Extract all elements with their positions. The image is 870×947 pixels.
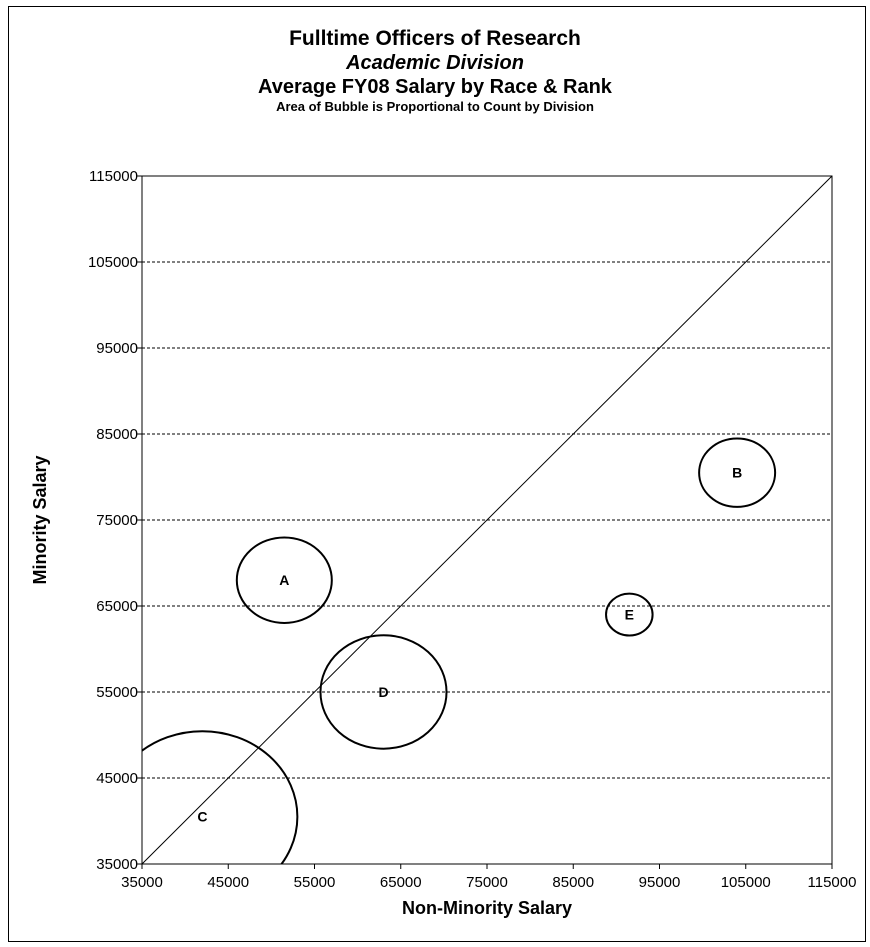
x-tick-label: 95000: [639, 874, 681, 891]
y-tick-label: 115000: [89, 168, 138, 185]
bubble-e: [605, 592, 654, 637]
x-tick-labels: 35000 45000 55000 65000 75000 85000 95000 10500…: [121, 874, 856, 891]
y-tick-labels: 35000 45000 55000 65000 75000 85000 95000 10500…: [88, 168, 138, 873]
grid-lines: [137, 175, 833, 869]
bubble-label-d: D: [378, 684, 388, 700]
bubble-label-b: B: [732, 465, 742, 481]
x-tick-label: 45000: [207, 874, 249, 891]
equality-line: [141, 175, 833, 865]
y-tick-label: 65000: [96, 598, 138, 615]
x-tick-label: 65000: [380, 874, 422, 891]
bubble-label-c: C: [197, 809, 207, 825]
plot-area: [141, 175, 833, 865]
x-tick-label: 85000: [552, 874, 594, 891]
y-tick-label: 45000: [96, 770, 138, 787]
x-tick-label: 75000: [466, 874, 508, 891]
y-tick-label: 35000: [96, 856, 138, 873]
chart-titles: Fulltime Officers of Research Academic D…: [0, 26, 870, 115]
y-axis-label: Minority Salary: [30, 455, 50, 584]
bubble-label-a: A: [279, 572, 289, 588]
bubble-d: [319, 634, 448, 750]
y-tick-label: 95000: [96, 340, 138, 357]
chart-frame: [8, 6, 866, 942]
bubble-b: [698, 437, 777, 508]
bubble-labels: A B C D E: [197, 465, 742, 825]
chart-subtitle: Average FY08 Salary by Race & Rank: [258, 76, 612, 99]
x-tick-label: 55000: [294, 874, 336, 891]
bubble-label-e: E: [625, 607, 634, 623]
y-tick-label: 55000: [96, 684, 138, 701]
x-tick-label: 35000: [121, 874, 163, 891]
chart-note: Area of Bubble is Proportional to Count …: [276, 99, 594, 115]
bubble-a: [235, 536, 333, 624]
bubble-c: [142, 730, 299, 864]
y-tick-label: 85000: [96, 426, 138, 443]
x-axis-label: Non-Minority Salary: [402, 898, 572, 918]
chart-title: Fulltime Officers of Research: [289, 27, 581, 50]
x-tick-label: 115000: [808, 874, 857, 891]
chart-subtitle-italic: Academic Division: [346, 52, 524, 75]
bubbles: [142, 437, 777, 864]
y-tick-label: 105000: [88, 254, 138, 271]
y-tick-label: 75000: [96, 512, 138, 529]
x-tick-label: 105000: [721, 874, 771, 891]
